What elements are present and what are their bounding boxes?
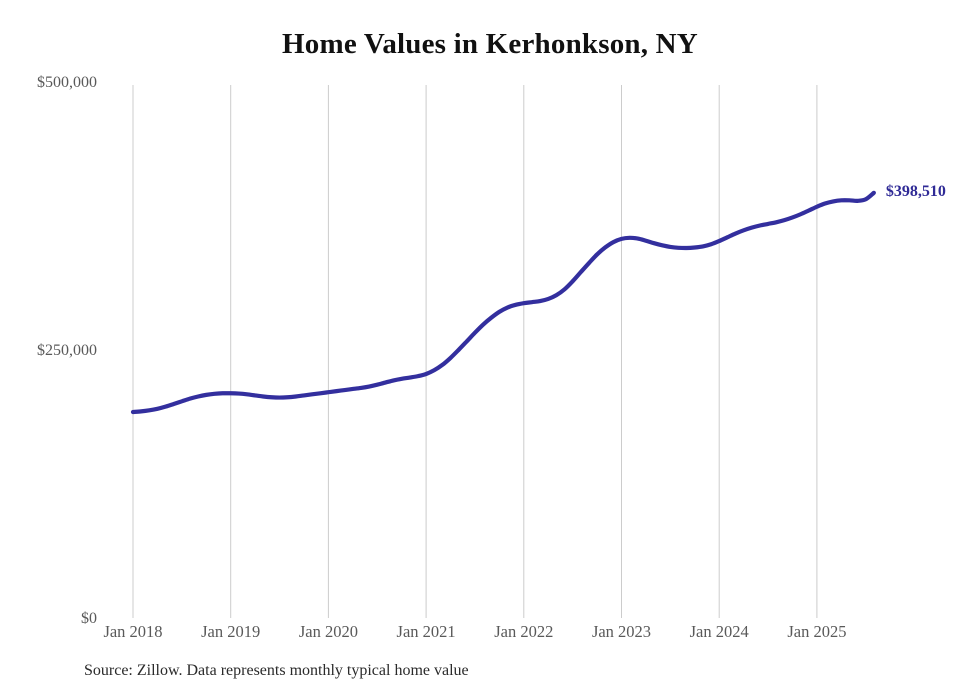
- x-tick-label-jan-2022: Jan 2022: [494, 622, 554, 641]
- x-tick-label-jan-2021: Jan 2021: [396, 622, 456, 641]
- series-line: [130, 190, 876, 415]
- vertical-gridlines: [132, 85, 818, 618]
- source-note: Source: Zillow. Data represents monthly …: [84, 662, 469, 679]
- y-tick-label-2: $500,000: [37, 74, 97, 91]
- y-tick-label-1: $250,000: [37, 342, 97, 359]
- series-line-group: [130, 190, 876, 415]
- x-tick-label-jan-2020: Jan 2020: [298, 622, 358, 641]
- y-tick-label-0: $0: [81, 610, 97, 627]
- x-tick-label-jan-2018: Jan 2018: [103, 622, 163, 641]
- x-tick-label-jan-2025: Jan 2025: [787, 622, 847, 641]
- chart-title: Home Values in Kerhonkson, NY: [282, 28, 698, 60]
- x-tick-label-jan-2019: Jan 2019: [201, 622, 261, 641]
- x-tick-label-jan-2024: Jan 2024: [689, 622, 749, 641]
- end-value-data-label: $398,510: [885, 182, 946, 200]
- x-tick-label-jan-2023: Jan 2023: [591, 622, 652, 641]
